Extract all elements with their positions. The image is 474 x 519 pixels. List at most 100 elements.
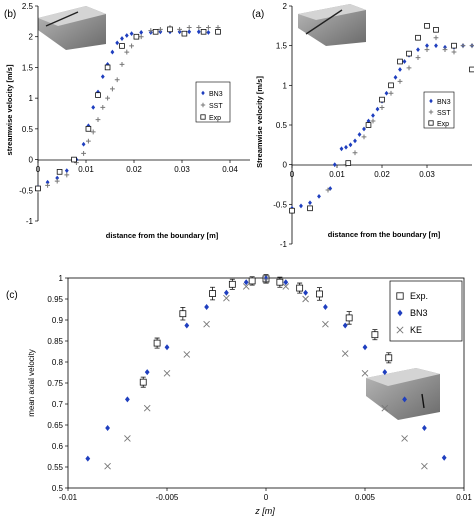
chart-a-point-bn3 — [371, 113, 375, 118]
chart-c-legend-symbol — [396, 326, 404, 334]
chart-c-point-bn3 — [303, 289, 308, 296]
chart-a-point-bn3 — [366, 118, 371, 124]
chart-b-point-sst — [119, 61, 125, 67]
chart-a-legend-symbol — [429, 98, 433, 104]
chart-b-point-exp — [35, 185, 41, 192]
chart-b-point-bn3 — [196, 29, 201, 35]
chart-c-ytick-label: 0.85 — [47, 337, 63, 346]
chart-a-point-sst — [415, 55, 421, 60]
chart-a-point-sst — [352, 150, 358, 156]
chart-b-point-sst — [114, 77, 120, 83]
chart-b-legend-label: Exp — [209, 115, 221, 122]
chart-c-point-ke — [124, 435, 131, 442]
chart-c-legend: Exp. BN3 KE — [389, 280, 463, 342]
chart-c-point-exp — [316, 290, 323, 298]
chart-b-point-sst — [206, 25, 211, 30]
chart-c-point-bn3 — [422, 424, 427, 431]
chart-a-ytick-label: 1.5 — [276, 42, 288, 51]
chart-c-point-ke — [242, 283, 250, 290]
chart-c-point-exp — [296, 284, 304, 292]
chart-b-point-bn3 — [81, 141, 86, 147]
inset-image-a — [298, 4, 366, 46]
chart-c-point-bn3 — [243, 279, 249, 286]
chart-a-point-bn3 — [362, 126, 366, 132]
chart-c-point-bn3 — [164, 344, 170, 351]
chart-a-ylabel: Streamwise velocity [m/s] — [255, 76, 264, 168]
chart-c-point-bn3 — [105, 424, 110, 431]
inset-image-c — [366, 368, 440, 420]
chart-b-point-bn3 — [187, 29, 192, 35]
chart-b-point-exp — [104, 64, 111, 71]
chart-a-legend-label: SST — [437, 110, 451, 117]
chart-c-point-bn3 — [263, 275, 269, 282]
chart-b-point-sst — [196, 25, 202, 30]
chart-c-legend-label: BN3 — [410, 308, 428, 318]
chart-b-point-exp — [56, 169, 63, 175]
chart-a-xtick-label: 0.01 — [329, 170, 345, 179]
chart-c-point-bn3 — [342, 322, 348, 329]
chart-c-point-bn3 — [184, 322, 190, 329]
chart-c-ticks: 0.5 0.55 0.6 0.65 0.7 0.75 0.8 0.85 0.9 0.95 1 -0.0… — [47, 274, 472, 502]
chart-c-xtick-label: 0.01 — [456, 493, 472, 502]
chart-a-point-bn3 — [299, 203, 303, 209]
chart-a-ytick-label: 2 — [283, 2, 288, 11]
chart-c-point-ke — [381, 404, 389, 412]
chart-a-point-exp — [289, 207, 295, 214]
chart-b-point-exp — [95, 92, 101, 98]
chart-c-ytick-label: 0.8 — [52, 358, 64, 367]
chart-b-point-bn3 — [110, 49, 115, 55]
chart-b-point-sst — [124, 49, 130, 55]
chart-c-ytick-label: 0.75 — [47, 379, 63, 388]
chart-b-point-sst — [186, 25, 192, 30]
chart-a-point-sst — [406, 65, 412, 71]
chart-a-ytick-label: 0.5 — [276, 121, 288, 130]
chart-a-ytick-label: 0 — [283, 161, 288, 170]
chart-c-point-bn3 — [125, 396, 130, 403]
chart-b-xtick-label: 0.03 — [174, 165, 190, 174]
chart-a-point-sst — [460, 43, 466, 49]
chart-b-point-sst — [100, 104, 106, 110]
chart-a-legend-label: Exp — [437, 121, 449, 128]
chart-c-point-bn3 — [441, 454, 447, 461]
chart-c-point-ke — [361, 370, 369, 377]
chart-c-point-exp — [276, 278, 284, 286]
chart-c-point-exp — [179, 310, 187, 318]
chart-a-point-sst — [451, 49, 457, 55]
chart-c-point-bn3 — [362, 344, 368, 351]
chart-a-point-bn3 — [308, 200, 312, 206]
chart-b-point-exp — [167, 26, 173, 33]
chart-c-xlabel: z [m] — [254, 506, 275, 516]
chart-a-point-sst — [469, 43, 474, 49]
chart-c-ytick-label: 1 — [59, 274, 64, 283]
chart-c-ytick-label: 0.55 — [47, 463, 63, 472]
chart-c-point-bn3 — [144, 369, 150, 376]
chart-c-xtick-label: 0 — [264, 493, 269, 502]
chart-b-point-sst — [95, 117, 101, 123]
chart-c-legend-label: KE — [410, 325, 422, 335]
chart-c-point-exp — [371, 331, 379, 339]
chart-a-xlabel: distance from the boundary [m] — [328, 230, 441, 239]
chart-c-point-bn3 — [402, 396, 407, 403]
chart-b-point-sst — [81, 151, 86, 156]
chart-a-point-bn3 — [402, 59, 407, 64]
chart-b-ytick-label: 0.5 — [22, 125, 34, 134]
chart-b-point-sst — [110, 86, 115, 92]
chart-b-point-bn3 — [55, 175, 60, 181]
chart-b-point-bn3 — [64, 168, 69, 174]
chart-c-point-exp — [345, 314, 353, 322]
chart-a-point-bn3 — [328, 186, 333, 191]
chart-b-point-bn3 — [206, 30, 211, 35]
chart-a-marks — [289, 23, 474, 214]
chart-b-point-sst — [177, 26, 182, 32]
chart-a-point-exp — [433, 26, 439, 33]
chart-c-point-ke — [322, 320, 329, 328]
chart-a: -1 -0.5 0 0.5 1 1.5 2 0 0.01 0.02 0.03 (a) Streamw… — [252, 2, 474, 249]
chart-b-ylabel: streamwise velocity [m/s] — [5, 64, 14, 155]
chart-a-ytick-label: -0.5 — [273, 200, 287, 209]
chart-b-point-bn3 — [177, 29, 182, 35]
chart-c: 0.5 0.55 0.6 0.65 0.7 0.75 0.8 0.85 0.9 0.95 1 -0.0… — [6, 274, 472, 516]
chart-c-xtick-label: -0.005 — [156, 493, 179, 502]
chart-b-point-sst — [86, 138, 91, 144]
chart-a-point-exp — [307, 205, 313, 212]
chart-a-point-sst — [388, 90, 394, 96]
